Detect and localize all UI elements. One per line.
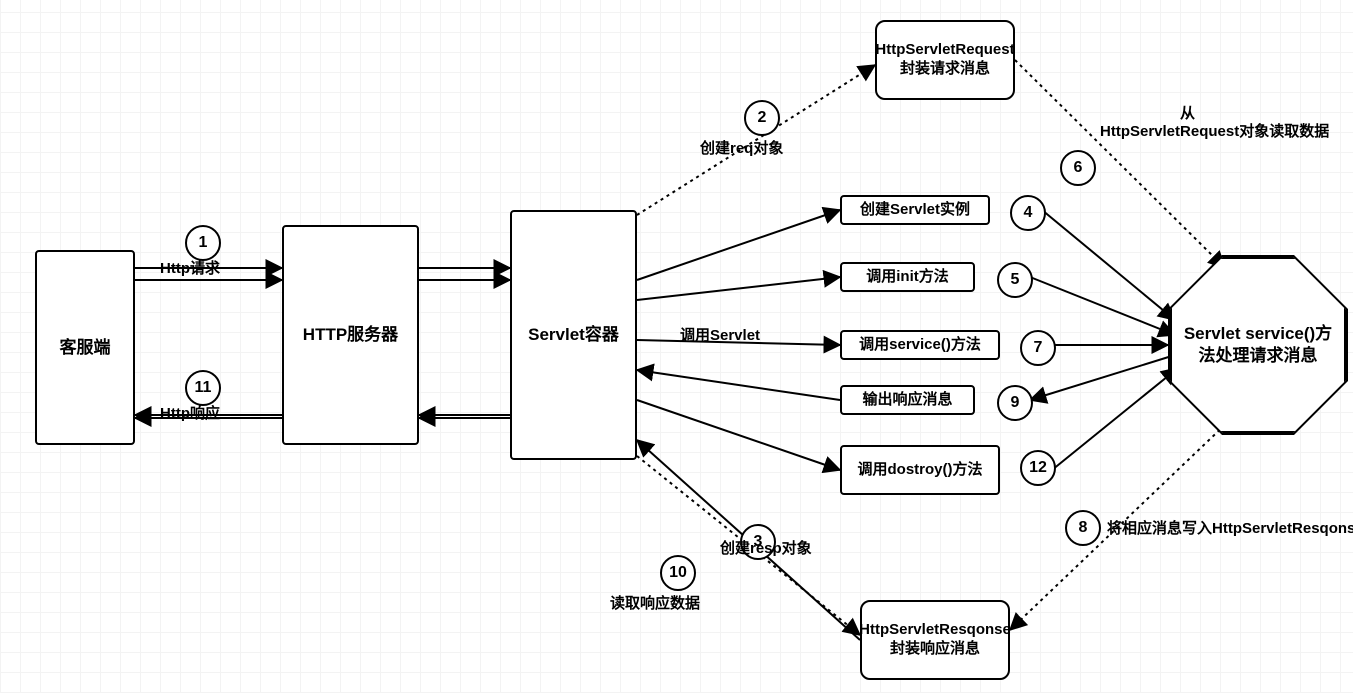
- step-5: 5: [997, 262, 1033, 298]
- step-1: 1: [185, 225, 221, 261]
- node-call-destroy: 调用dostroy()方法: [840, 445, 1000, 495]
- step-12: 12: [1020, 450, 1056, 486]
- label-step-3: 创建resp对象: [720, 540, 812, 558]
- node-label: 调用dostroy()方法: [858, 461, 983, 480]
- step-6: 6: [1060, 150, 1096, 186]
- node-label: HTTP服务器: [303, 324, 398, 345]
- step-2: 2: [744, 100, 780, 136]
- node-output-response: 输出响应消息: [840, 385, 975, 415]
- step-7: 7: [1020, 330, 1056, 366]
- node-label: HttpServletRequest封装请求消息: [875, 41, 1014, 79]
- step-4: 4: [1010, 195, 1046, 231]
- node-label: 调用service()方法: [859, 336, 981, 355]
- label-step-1: Http请求: [160, 260, 220, 278]
- step-8: 8: [1065, 510, 1101, 546]
- diagram-canvas: 调用Servlet 客服端 HTTP服务器 Servlet容器 HttpServ…: [0, 0, 1353, 693]
- node-label: 客服端: [60, 337, 111, 358]
- node-label: HttpServletResqonse封装响应消息: [859, 621, 1011, 659]
- node-http-request-wrap: HttpServletRequest封装请求消息: [875, 20, 1015, 100]
- node-http-response-wrap: HttpServletResqonse封装响应消息: [860, 600, 1010, 680]
- node-label: Servlet service()方法处理请求消息: [1178, 323, 1338, 367]
- step-10: 10: [660, 555, 696, 591]
- node-create-servlet: 创建Servlet实例: [840, 195, 990, 225]
- label-step-11: Http响应: [160, 405, 220, 423]
- label-step-10: 读取响应数据: [610, 595, 700, 613]
- step-9: 9: [997, 385, 1033, 421]
- svg-text:调用Servlet: 调用Servlet: [680, 327, 760, 344]
- node-label: 创建Servlet实例: [860, 201, 970, 220]
- node-call-service: 调用service()方法: [840, 330, 1000, 360]
- node-http-server: HTTP服务器: [282, 225, 419, 445]
- label-step-8: 将相应消息写入HttpServletResqonse对象: [1107, 520, 1267, 538]
- step-11: 11: [185, 370, 221, 406]
- node-label: Servlet容器: [528, 324, 619, 345]
- node-servlet-service-process: Servlet service()方法处理请求消息: [1170, 257, 1346, 433]
- label-step-2: 创建req对象: [700, 140, 783, 158]
- node-client: 客服端: [35, 250, 135, 445]
- node-servlet-container: Servlet容器: [510, 210, 637, 460]
- node-call-init: 调用init方法: [840, 262, 975, 292]
- label-step-6: 从HttpServletRequest对象读取数据: [1100, 105, 1275, 141]
- node-label: 输出响应消息: [862, 391, 952, 410]
- node-label: 调用init方法: [866, 268, 949, 287]
